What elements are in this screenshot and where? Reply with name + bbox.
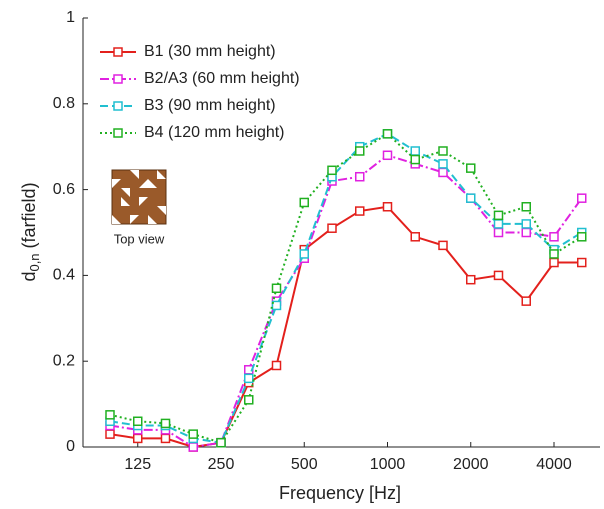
y-tick-label: 0.8 xyxy=(53,95,75,112)
legend-label: B4 (120 mm height) xyxy=(144,124,285,141)
marker xyxy=(466,274,476,285)
y-tick-label: 0.4 xyxy=(53,267,75,284)
marker xyxy=(355,206,365,216)
marker xyxy=(327,165,337,176)
marker xyxy=(382,202,393,212)
marker xyxy=(549,249,559,259)
marker xyxy=(216,437,226,448)
marker xyxy=(133,416,143,427)
marker xyxy=(521,202,531,212)
legend-label: B2/A3 (60 mm height) xyxy=(144,70,300,87)
marker xyxy=(577,232,587,242)
legend-marker xyxy=(113,128,123,138)
inset-label: Top view xyxy=(114,231,165,246)
marker xyxy=(549,232,559,242)
y-tick-label: 0.6 xyxy=(53,181,75,198)
marker xyxy=(493,219,504,229)
marker xyxy=(438,240,448,251)
y-label-sub: 0,n xyxy=(27,253,42,271)
legend-label: B3 (90 mm height) xyxy=(144,97,276,114)
x-tick-label: 4000 xyxy=(536,456,572,473)
y-tick-label: 0 xyxy=(66,438,75,455)
marker xyxy=(493,227,504,238)
marker xyxy=(244,373,254,384)
y-label-rest: (farfield) xyxy=(19,182,39,248)
marker xyxy=(327,223,337,233)
marker xyxy=(133,433,143,444)
marker xyxy=(382,129,393,139)
series-line xyxy=(109,154,583,449)
marker xyxy=(160,418,171,429)
y-tick-label: 0.2 xyxy=(53,352,75,369)
marker xyxy=(493,210,504,221)
marker xyxy=(271,360,282,371)
legend-label: B1 (30 mm height) xyxy=(144,43,276,60)
marker xyxy=(577,193,587,203)
marker xyxy=(549,257,559,268)
marker xyxy=(105,410,115,420)
marker xyxy=(466,163,476,173)
inset: Top view xyxy=(111,169,167,246)
series-line xyxy=(109,205,582,449)
marker xyxy=(299,197,309,208)
marker xyxy=(188,442,198,452)
marker xyxy=(466,193,476,203)
legend-marker xyxy=(113,74,123,84)
marker xyxy=(410,154,420,165)
marker xyxy=(410,232,420,242)
x-tick-label: 2000 xyxy=(453,456,489,473)
y-label-main: d xyxy=(19,272,39,282)
marker xyxy=(382,150,393,161)
marker xyxy=(438,159,448,169)
marker xyxy=(160,433,171,444)
marker xyxy=(299,249,309,259)
x-tick-label: 125 xyxy=(124,456,151,473)
x-tick-label: 1000 xyxy=(370,456,406,473)
y-tick-label: 1 xyxy=(66,9,75,26)
marker xyxy=(493,270,504,281)
marker xyxy=(410,146,420,156)
legend-marker xyxy=(113,101,123,111)
y-axis-label: d0,n (farfield) xyxy=(19,182,43,281)
marker xyxy=(244,395,254,405)
marker xyxy=(355,171,365,182)
x-tick-label: 250 xyxy=(208,456,235,473)
x-tick-label: 500 xyxy=(291,456,318,473)
legend-marker xyxy=(113,47,123,57)
marker xyxy=(271,300,282,311)
marker xyxy=(188,429,198,439)
y-label-text: d0,n (farfield) xyxy=(19,182,43,281)
marker xyxy=(438,146,448,156)
marker xyxy=(521,219,531,229)
marker xyxy=(521,227,531,238)
inset-pattern xyxy=(112,170,166,224)
marker xyxy=(521,296,531,306)
marker xyxy=(105,429,115,439)
marker xyxy=(271,283,282,294)
marker xyxy=(438,167,448,178)
marker xyxy=(355,146,365,156)
marker xyxy=(577,257,587,268)
x-axis-label: Frequency [Hz] xyxy=(279,483,401,503)
